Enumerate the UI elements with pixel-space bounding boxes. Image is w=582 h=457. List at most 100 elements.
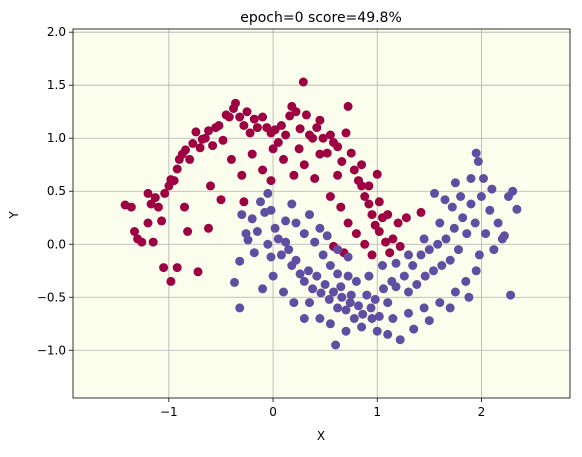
scatter-point — [214, 121, 224, 130]
scatter-point — [408, 261, 418, 270]
scatter-point — [370, 294, 380, 304]
scatter-point — [294, 144, 304, 154]
scatter-point — [218, 135, 228, 145]
scatter-point — [493, 218, 503, 228]
scatter-point — [383, 298, 393, 308]
scatter-point — [315, 223, 325, 233]
scatter-point — [226, 154, 236, 164]
scatter-point — [263, 239, 273, 249]
y-tick-label: −1.0 — [37, 343, 66, 357]
scatter-point — [445, 255, 455, 265]
scatter-point — [235, 112, 245, 122]
scatter-point — [366, 303, 376, 313]
scatter-point — [372, 326, 382, 336]
scatter-point — [351, 229, 361, 239]
scatter-point — [435, 298, 445, 308]
scatter-point — [479, 174, 488, 183]
scatter-point — [237, 170, 247, 180]
scatter-point — [188, 139, 198, 148]
scatter-point — [485, 205, 495, 215]
scatter-point — [385, 248, 395, 258]
scatter-point — [143, 218, 153, 228]
scatter-point — [391, 258, 401, 268]
scatter-point — [395, 335, 405, 345]
scatter-point — [354, 301, 363, 311]
scatter-point — [166, 276, 176, 286]
scatter-point — [337, 292, 347, 302]
scatter-point — [416, 207, 426, 217]
scatter-point — [416, 250, 426, 260]
scatter-point — [445, 303, 455, 313]
scatter-point — [441, 234, 451, 244]
scatter-point — [153, 202, 163, 212]
scatter-point — [301, 110, 311, 120]
scatter-point — [360, 239, 370, 249]
scatter-point — [224, 112, 234, 122]
scatter-point — [367, 250, 377, 260]
scatter-point — [379, 284, 388, 294]
scatter-point — [299, 276, 309, 286]
y-axis-label: Y — [7, 211, 21, 220]
scatter-point — [383, 329, 393, 339]
scatter-point — [247, 214, 257, 224]
scatter-point — [357, 160, 367, 170]
scatter-point — [299, 229, 309, 239]
scatter-point — [245, 128, 255, 138]
scatter-point — [172, 263, 182, 273]
scatter-point — [462, 229, 472, 239]
scatter-point — [450, 178, 460, 188]
scatter-point — [130, 227, 139, 236]
scatter-point — [346, 148, 356, 158]
scatter-point — [433, 239, 443, 249]
scatter-point — [252, 123, 262, 133]
scatter-point — [429, 266, 438, 276]
y-tick-label: −0.5 — [37, 290, 66, 304]
scatter-point — [374, 227, 384, 236]
scatter-point — [268, 144, 278, 154]
scatter-point — [126, 202, 136, 212]
scatter-point — [204, 126, 213, 136]
y-tick-label: 1.5 — [47, 78, 66, 92]
scatter-point — [404, 308, 413, 318]
scatter-point — [291, 107, 301, 117]
scatter-point — [333, 269, 343, 279]
scatter-point — [159, 263, 169, 273]
scatter-point — [305, 210, 314, 220]
scatter-point — [200, 133, 210, 143]
scatter-point — [343, 271, 353, 281]
scatter-point — [399, 271, 409, 281]
scatter-point — [298, 77, 308, 87]
scatter-point — [435, 218, 445, 228]
scatter-point — [146, 199, 156, 209]
scatter-point — [289, 170, 299, 180]
scatter-point — [454, 245, 463, 255]
chart-title: epoch=0 score=49.8% — [240, 10, 402, 26]
scatter-point — [367, 210, 377, 220]
scatter-point — [208, 141, 218, 151]
scatter-point — [143, 188, 153, 198]
scatter-point — [343, 252, 353, 262]
scatter-point — [148, 237, 158, 247]
scatter-point — [473, 157, 483, 166]
scatter-point — [322, 231, 332, 241]
scatter-point — [409, 324, 419, 334]
scatter-point — [489, 245, 499, 255]
scatter-point — [242, 107, 252, 117]
scatter-point — [295, 124, 305, 134]
x-tick-label: 2 — [478, 405, 486, 419]
scatter-point — [364, 181, 374, 191]
scatter-point — [333, 170, 343, 180]
scatter-point — [506, 290, 516, 300]
scatter-point — [449, 223, 459, 233]
scatter-point — [430, 188, 439, 198]
scatter-point — [456, 192, 466, 201]
x-tick-label: −1 — [160, 405, 178, 419]
scatter-point — [512, 204, 522, 214]
scatter-point — [440, 195, 450, 205]
scatter-point — [374, 197, 384, 207]
scatter-point — [458, 213, 468, 223]
scatter-point — [325, 319, 335, 329]
scatter-point — [341, 326, 351, 336]
scatter-point — [325, 261, 335, 270]
scatter-point — [281, 237, 291, 247]
